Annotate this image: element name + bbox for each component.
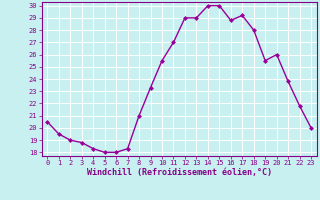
X-axis label: Windchill (Refroidissement éolien,°C): Windchill (Refroidissement éolien,°C) (87, 168, 272, 177)
